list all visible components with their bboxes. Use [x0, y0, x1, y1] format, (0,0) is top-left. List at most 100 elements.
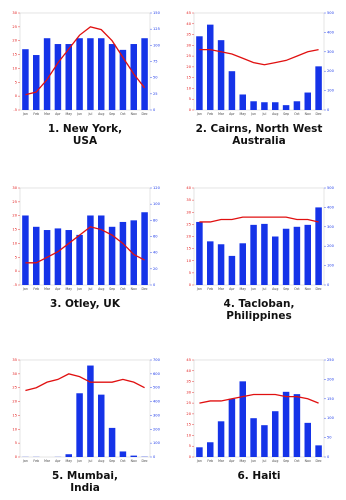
y-tick-label: 20 — [12, 39, 17, 43]
precip-bar — [272, 236, 279, 285]
month-label: Oct — [294, 112, 300, 116]
chart-caption: India — [70, 482, 100, 494]
month-label: Jun — [250, 112, 256, 116]
month-label: Dec — [141, 112, 147, 116]
y2-tick-label: 500 — [153, 386, 161, 390]
y-tick-label: 20 — [12, 400, 17, 404]
y-tick-label: 40 — [186, 369, 191, 373]
precip-bar — [87, 365, 94, 457]
precip-bar — [207, 241, 214, 285]
month-label: May — [65, 112, 72, 116]
month-label: Oct — [120, 287, 126, 291]
y-tick-label: 15 — [186, 247, 191, 251]
month-label: Aug — [272, 112, 278, 116]
month-label: Feb — [207, 459, 213, 463]
y2-tick-label: 80 — [153, 218, 158, 222]
y-tick-label: 0 — [189, 283, 192, 287]
y-tick-label: 30 — [186, 210, 191, 214]
y-tick-label: 40 — [186, 186, 191, 190]
precip-bar — [228, 398, 236, 457]
y-tick-label: 15 — [12, 53, 17, 57]
y-tick-label: 35 — [12, 358, 17, 362]
precip-bar — [22, 49, 29, 110]
y-tick-label: 25 — [186, 401, 191, 405]
month-label: Nov — [305, 459, 311, 463]
y-tick-label: 45 — [186, 11, 191, 15]
precip-bar — [272, 411, 279, 457]
month-label: Jul — [261, 112, 266, 116]
month-label: Mar — [218, 287, 225, 291]
y-tick-label: 15 — [12, 413, 17, 417]
precip-bar — [315, 207, 322, 285]
temperature-line — [25, 373, 145, 392]
precip-bar — [43, 38, 51, 110]
y-tick-label: 10 — [12, 427, 17, 431]
y-tick-label: 10 — [186, 259, 191, 263]
y2-tick-label: 0 — [327, 283, 330, 287]
precip-bar — [217, 421, 225, 457]
month-label: Sep — [109, 112, 115, 116]
precip-bar — [282, 391, 290, 457]
y2-tick-label: 75 — [153, 60, 158, 64]
precip-bar — [87, 215, 94, 285]
y2-tick-label: 25 — [153, 92, 158, 96]
month-label: Nov — [305, 287, 311, 291]
precip-bar — [119, 49, 127, 110]
month-label: Mar — [218, 459, 225, 463]
precip-bar — [119, 221, 127, 285]
month-label: Mar — [44, 459, 51, 463]
precip-bar — [282, 228, 290, 285]
precip-bar — [65, 454, 72, 457]
temperature-line — [25, 226, 145, 264]
precip-bar — [304, 92, 311, 110]
month-label: May — [65, 459, 72, 463]
y-tick-label: 15 — [12, 228, 17, 232]
month-label: Jul — [261, 459, 266, 463]
y2-tick-label: 300 — [327, 225, 335, 229]
y2-tick-label: 700 — [153, 358, 161, 362]
precip-bar — [130, 455, 137, 457]
precip-bar — [130, 44, 137, 110]
month-label: Dec — [141, 287, 147, 291]
y2-tick-label: 20 — [153, 267, 158, 271]
y-tick-label: 30 — [186, 390, 191, 394]
y-tick-label: 25 — [12, 200, 17, 204]
y2-tick-label: 300 — [153, 413, 161, 417]
y-tick-label: 5 — [15, 441, 17, 445]
y2-tick-label: 200 — [327, 377, 335, 381]
month-label: Nov — [131, 459, 137, 463]
precip-bar — [87, 38, 94, 110]
precip-bar — [304, 422, 311, 457]
y2-tick-label: 200 — [327, 244, 335, 248]
y-tick-label: 40 — [186, 22, 191, 26]
y2-tick-label: 400 — [153, 400, 161, 404]
precip-bar — [272, 102, 279, 110]
month-label: Apr — [55, 459, 61, 463]
y2-tick-label: 0 — [153, 108, 156, 112]
month-label: Feb — [207, 287, 213, 291]
y-tick-label: 25 — [186, 222, 191, 226]
y-tick-label: 20 — [186, 65, 191, 69]
precip-bar — [207, 442, 214, 457]
y-tick-label: 0 — [189, 455, 192, 459]
y-tick-label: 0 — [189, 108, 192, 112]
chart-caption: 1. New York, — [48, 123, 122, 135]
precip-bar — [293, 394, 301, 457]
y-tick-label: 15 — [186, 423, 191, 427]
precip-bar — [228, 71, 236, 110]
month-label: Sep — [283, 112, 289, 116]
precip-bar — [22, 215, 29, 285]
month-label: Jun — [76, 459, 82, 463]
y2-tick-label: 100 — [153, 43, 161, 47]
y-tick-label: -5 — [13, 108, 17, 112]
month-label: Aug — [98, 287, 104, 291]
precip-bar — [108, 226, 116, 285]
precip-bar — [261, 223, 268, 285]
y-tick-label: 35 — [186, 380, 191, 384]
y-tick-label: 0 — [15, 455, 18, 459]
month-label: Dec — [315, 459, 321, 463]
precip-bar — [108, 44, 116, 110]
month-label: Nov — [131, 287, 137, 291]
month-label: Mar — [218, 112, 225, 116]
y2-tick-label: 0 — [327, 108, 330, 112]
